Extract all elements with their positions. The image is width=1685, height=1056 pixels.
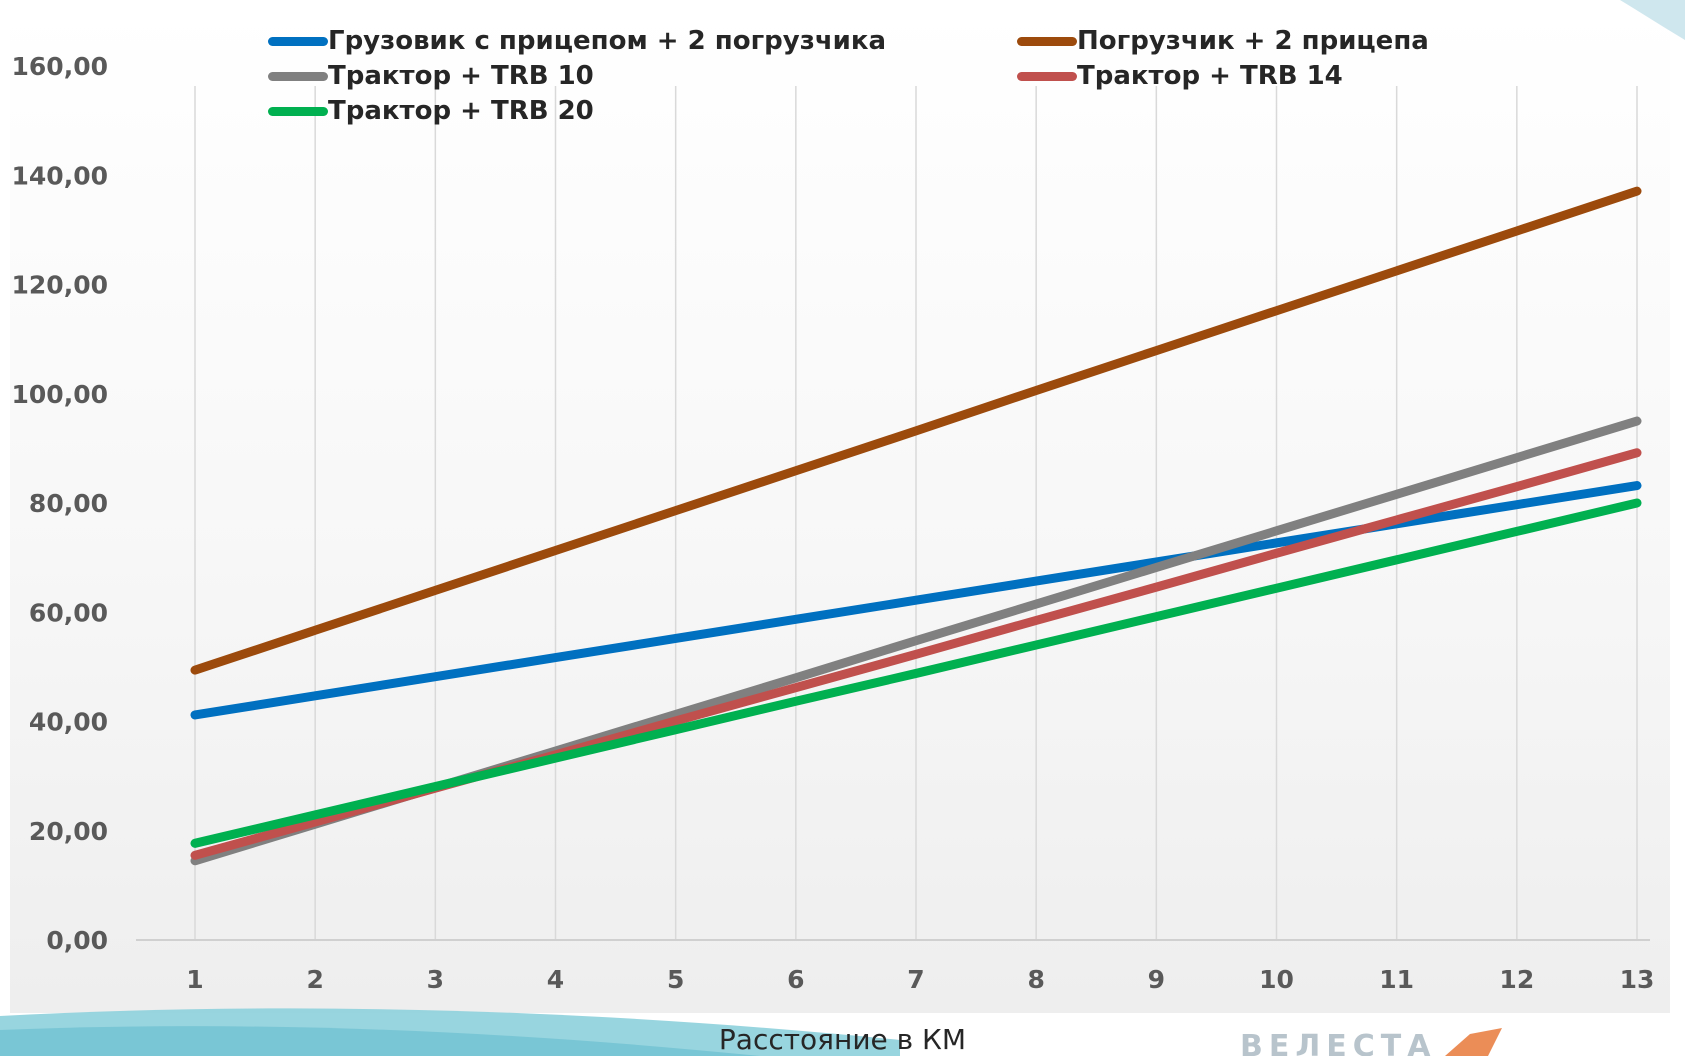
svg-text:ВЕЛЕСТА: ВЕЛЕСТА [1240, 1029, 1436, 1056]
legend-item: Трактор + TRB 20 [268, 96, 594, 126]
y-tick-label: 0,00 [46, 926, 108, 955]
legend-label: Погрузчик + 2 прицепа [1077, 26, 1429, 56]
y-tick-label: 140,00 [12, 161, 108, 190]
legend-label: Трактор + TRB 20 [328, 96, 594, 126]
y-axis-ticks: 0,00 20,00 40,00 60,00 80,00 100,00 120,00 140,… [12, 52, 108, 955]
x-tick-label: 11 [1379, 965, 1414, 994]
x-tick-label: 6 [787, 965, 804, 994]
x-tick-label: 3 [427, 965, 444, 994]
x-tick-label: 5 [667, 965, 684, 994]
x-axis-label: Расстояние в КМ [718, 1023, 967, 1056]
legend-label: Трактор + TRB 10 [328, 61, 594, 91]
legend-item: Погрузчик + 2 прицепа [1017, 26, 1429, 56]
x-tick-label: 12 [1499, 965, 1534, 994]
legend-swatch [268, 36, 328, 46]
legend-swatch [268, 106, 328, 116]
x-tick-label: 7 [907, 965, 924, 994]
legend-item: Трактор + TRB 10 [268, 61, 594, 91]
legend-item: Трактор + TRB 14 [1017, 61, 1343, 91]
series-line-5 [190, 498, 1642, 848]
y-tick-label: 40,00 [29, 708, 108, 737]
x-tick-label: 4 [547, 965, 564, 994]
y-tick-label: 160,00 [12, 52, 108, 81]
y-tick-label: 120,00 [12, 271, 108, 300]
legend-item: Грузовик с прицепом + 2 погрузчика [268, 26, 886, 56]
series-line-2 [190, 186, 1642, 675]
legend-label: Трактор + TRB 14 [1077, 61, 1343, 91]
x-tick-label: 1 [186, 965, 203, 994]
chart-area [10, 8, 1670, 1013]
x-tick-label: 2 [306, 965, 323, 994]
y-tick-label: 80,00 [29, 489, 108, 518]
legend-swatch [268, 71, 328, 81]
y-tick-label: 60,00 [29, 598, 108, 627]
x-axis-ticks: 1 2 3 4 5 6 7 8 9 10 11 12 13 [186, 965, 1654, 994]
x-tick-label: 8 [1027, 965, 1044, 994]
y-tick-label: 20,00 [29, 817, 108, 846]
x-tick-label: 10 [1259, 965, 1294, 994]
legend-label: Грузовик с прицепом + 2 погрузчика [328, 26, 887, 56]
company-logo: ВЕЛЕСТА [1240, 1028, 1502, 1056]
x-tick-label: 9 [1148, 965, 1165, 994]
legend-swatch [1017, 36, 1077, 46]
legend-swatch [1017, 71, 1077, 81]
series-lines [190, 186, 1642, 866]
x-tick-label: 13 [1620, 965, 1655, 994]
y-tick-label: 100,00 [12, 380, 108, 409]
